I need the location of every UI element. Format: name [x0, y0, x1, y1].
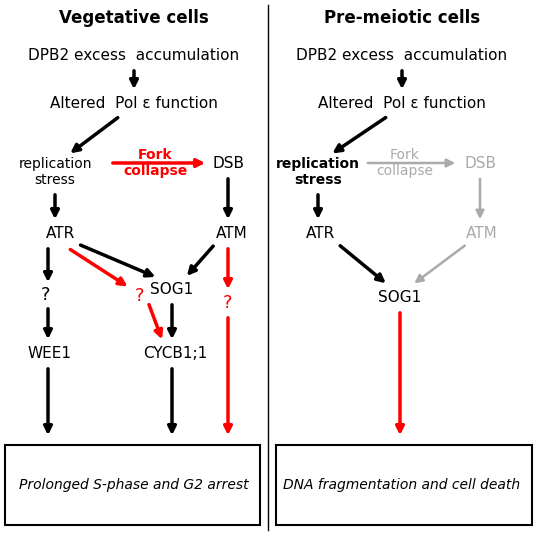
Text: Fork
collapse: Fork collapse: [123, 148, 187, 178]
Text: Altered  Pol ε function: Altered Pol ε function: [50, 96, 218, 110]
Text: SOG1: SOG1: [378, 289, 422, 305]
Text: Vegetative cells: Vegetative cells: [59, 9, 209, 27]
Text: ?: ?: [40, 286, 50, 304]
Text: Fork
collapse: Fork collapse: [376, 148, 434, 178]
Text: DSB: DSB: [212, 155, 244, 171]
Text: Altered  Pol ε function: Altered Pol ε function: [318, 96, 486, 110]
Text: WEE1: WEE1: [28, 346, 72, 362]
Text: ATM: ATM: [466, 226, 498, 242]
Text: ATR: ATR: [46, 226, 75, 242]
Text: replication
stress: replication stress: [276, 157, 360, 187]
Text: Prolonged S-phase and G2 arrest: Prolonged S-phase and G2 arrest: [19, 478, 249, 492]
Bar: [5, 445, 260, 525]
Text: replication
stress: replication stress: [18, 157, 92, 187]
Text: DSB: DSB: [464, 155, 496, 171]
Text: ATM: ATM: [216, 226, 248, 242]
Text: CYCB1;1: CYCB1;1: [143, 346, 207, 362]
Text: DPB2 excess  accumulation: DPB2 excess accumulation: [296, 47, 508, 62]
Text: DNA fragmentation and cell death: DNA fragmentation and cell death: [284, 478, 520, 492]
Text: ?: ?: [224, 294, 233, 312]
Text: Pre-meiotic cells: Pre-meiotic cells: [324, 9, 480, 27]
Text: SOG1: SOG1: [151, 282, 193, 298]
Bar: [276, 445, 532, 525]
Text: ?: ?: [135, 287, 145, 305]
Text: ATR: ATR: [306, 226, 334, 242]
Text: DPB2 excess  accumulation: DPB2 excess accumulation: [28, 47, 240, 62]
